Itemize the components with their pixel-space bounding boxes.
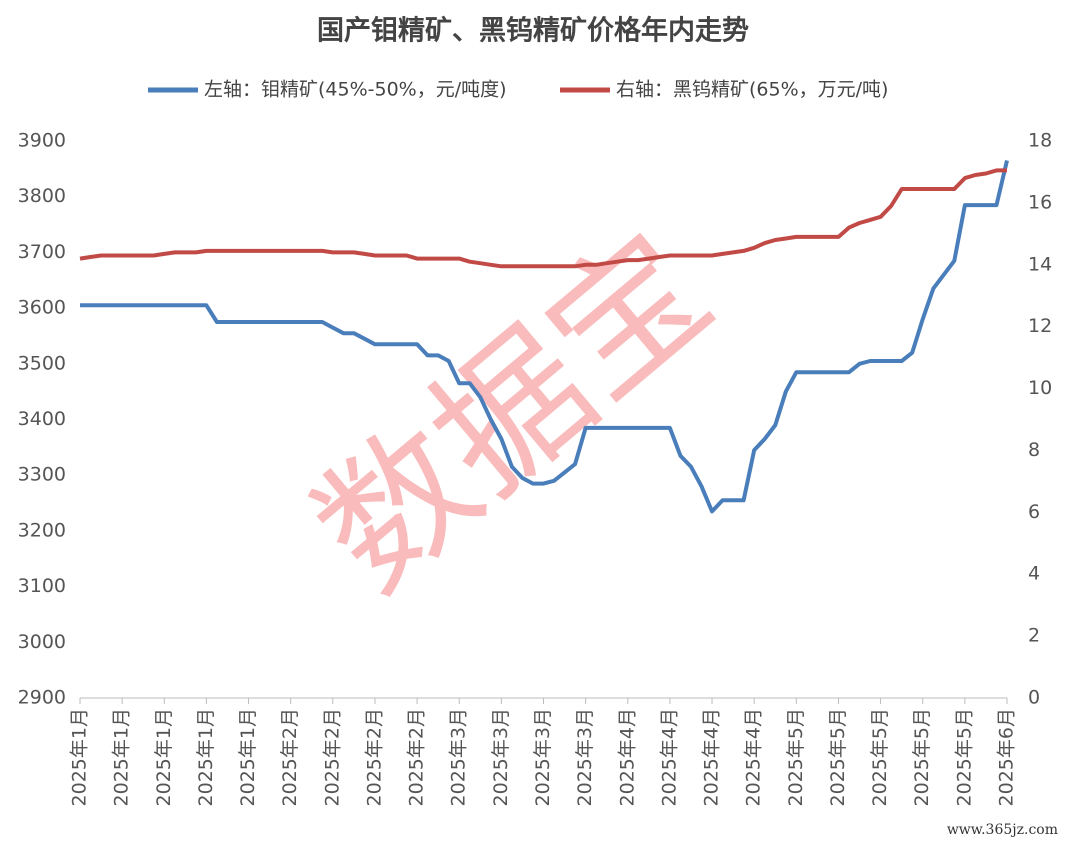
series-line bbox=[79, 168, 1007, 269]
x-tick-label: 2025年3月 bbox=[532, 708, 554, 806]
y-tick-label: 3400 bbox=[18, 408, 66, 430]
y2-tick-label: 4 bbox=[1028, 563, 1040, 585]
y2-tick-label: 12 bbox=[1028, 315, 1052, 337]
x-tick-label: 2025年1月 bbox=[195, 708, 217, 806]
y-tick-label: 3700 bbox=[18, 241, 66, 263]
x-tick-label: 2025年1月 bbox=[237, 708, 259, 806]
x-tick-label: 2025年3月 bbox=[490, 708, 512, 806]
y-tick-label: 3600 bbox=[18, 297, 66, 319]
y-tick-label: 2900 bbox=[18, 687, 66, 709]
legend: 左轴：钼精矿(45%-50%，元/吨度) 右轴：黑钨精矿(65%，万元/吨) bbox=[148, 79, 888, 101]
x-tick-label: 2025年2月 bbox=[279, 708, 301, 806]
chart-title: 国产钼精矿、黑钨精矿价格年内走势 bbox=[317, 15, 749, 47]
y2-tick-label: 2 bbox=[1028, 625, 1040, 647]
y2-tick-label: 6 bbox=[1028, 501, 1040, 523]
x-tick-label: 2025年5月 bbox=[869, 708, 891, 806]
x-tick-label: 2025年2月 bbox=[321, 708, 343, 806]
y2-tick-label: 0 bbox=[1028, 687, 1040, 709]
y-tick-label: 3800 bbox=[18, 185, 66, 207]
x-tick-label: 2025年1月 bbox=[69, 708, 91, 806]
y2-tick-label: 14 bbox=[1028, 253, 1052, 275]
x-tick-label: 2025年3月 bbox=[448, 708, 470, 806]
x-tick-label: 2025年3月 bbox=[574, 708, 596, 806]
y-tick-label: 3500 bbox=[18, 352, 66, 374]
legend-label: 左轴：钼精矿(45%-50%，元/吨度) bbox=[204, 79, 507, 101]
x-tick-label: 2025年4月 bbox=[701, 708, 723, 806]
y2-tick-label: 10 bbox=[1028, 377, 1052, 399]
x-tick-label: 2025年1月 bbox=[111, 708, 133, 806]
x-tick-label: 2025年4月 bbox=[658, 708, 680, 806]
x-tick-label: 2025年2月 bbox=[363, 708, 385, 806]
y-tick-label: 3300 bbox=[18, 464, 66, 486]
y-tick-label: 3000 bbox=[18, 631, 66, 653]
legend-label: 右轴：黑钨精矿(65%，万元/吨) bbox=[616, 79, 888, 101]
source-mark: www.365jz.com bbox=[947, 822, 1058, 838]
x-tick-label: 2025年4月 bbox=[743, 708, 765, 806]
x-tick-label: 2025年2月 bbox=[406, 708, 428, 806]
y-tick-label: 3200 bbox=[18, 519, 66, 541]
x-tick-label: 2025年4月 bbox=[616, 708, 638, 806]
y-tick-label: 3100 bbox=[18, 575, 66, 597]
x-tick-label: 2025年5月 bbox=[827, 708, 849, 806]
x-tick-label: 2025年5月 bbox=[785, 708, 807, 806]
x-tick-label: 2025年1月 bbox=[153, 708, 175, 806]
y2-tick-label: 16 bbox=[1028, 191, 1052, 213]
y-tick-label: 3900 bbox=[18, 130, 66, 152]
x-tick-label: 2025年5月 bbox=[953, 708, 975, 806]
y2-tick-label: 8 bbox=[1028, 439, 1040, 461]
x-tick-label: 2025年5月 bbox=[911, 708, 933, 806]
y2-tick-label: 18 bbox=[1028, 130, 1052, 152]
x-tick-label: 2025年6月 bbox=[996, 708, 1018, 806]
series-line bbox=[80, 160, 1009, 514]
